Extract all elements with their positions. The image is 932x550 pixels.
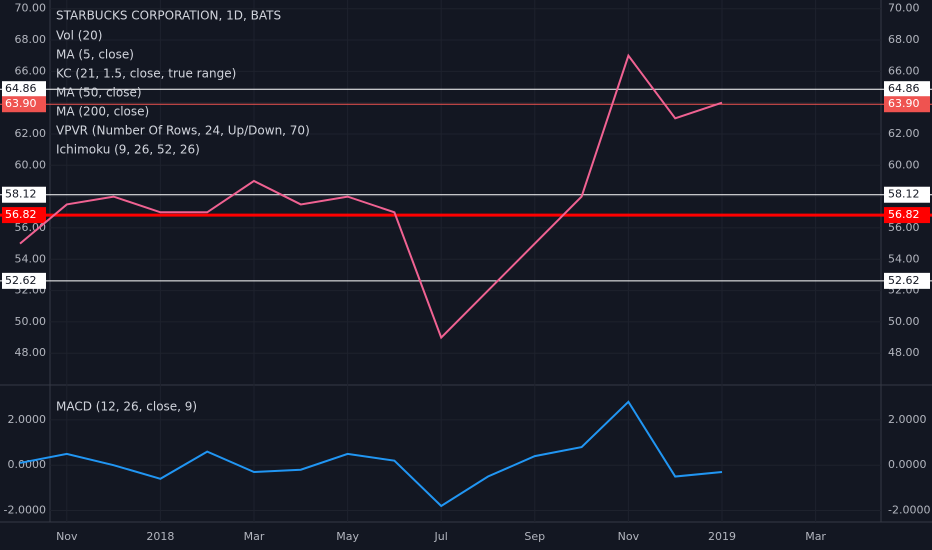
left-tick-label: 48.00 bbox=[15, 346, 47, 359]
left-tick-label: 68.00 bbox=[15, 33, 47, 46]
left-tick-label: 66.00 bbox=[15, 64, 47, 77]
price-label: 52.62 bbox=[888, 274, 920, 287]
x-tick-label: Nov bbox=[618, 530, 640, 543]
legend-entry: MA (200, close) bbox=[56, 105, 149, 119]
y-tick-label: 50.00 bbox=[888, 315, 920, 328]
left-price-label: 63.90 bbox=[5, 97, 37, 110]
left-price-label: 52.62 bbox=[5, 274, 37, 287]
x-tick-label: May bbox=[336, 530, 359, 543]
x-tick-label: Sep bbox=[524, 530, 545, 543]
left-tick-label: 60.00 bbox=[15, 158, 47, 171]
price-label-box bbox=[884, 81, 930, 98]
pane-title: STARBUCKS CORPORATION, 1D, BATS bbox=[56, 9, 281, 23]
series-line bbox=[19, 400, 723, 508]
legend-entry: Ichimoku (9, 26, 52, 26) bbox=[56, 143, 200, 157]
legend-entry: KC (21, 1.5, close, true range) bbox=[56, 67, 236, 81]
x-tick-label: Jul bbox=[434, 530, 448, 543]
y-tick-label: 48.00 bbox=[888, 346, 920, 359]
y-tick-label: 54.00 bbox=[888, 252, 920, 265]
left-tick-label: 50.00 bbox=[15, 315, 47, 328]
y-tick-label: 66.00 bbox=[888, 64, 920, 77]
x-tick-label: Nov bbox=[56, 530, 78, 543]
left-tick-label: 70.00 bbox=[15, 2, 47, 15]
price-label: 64.86 bbox=[888, 82, 920, 95]
left-tick-label: 0.0000 bbox=[8, 458, 47, 471]
y-tick-label: 56.00 bbox=[888, 221, 920, 234]
left-tick-label: 2.0000 bbox=[8, 413, 47, 426]
left-price-box bbox=[2, 96, 46, 113]
price-label-box bbox=[884, 272, 930, 289]
y-tick-label: 68.00 bbox=[888, 33, 920, 46]
left-tick-label: 62.00 bbox=[15, 127, 47, 140]
left-price-box bbox=[2, 81, 46, 98]
series-line bbox=[19, 53, 723, 340]
left-price-box bbox=[2, 207, 46, 224]
left-price-label: 56.82 bbox=[5, 208, 37, 221]
legend-entry: VPVR (Number Of Rows, 24, Up/Down, 70) bbox=[56, 124, 310, 138]
left-tick-label: 54.00 bbox=[15, 252, 47, 265]
price-label: 63.90 bbox=[888, 97, 920, 110]
legend-entry: MA (50, close) bbox=[56, 86, 142, 100]
pane-title: MACD (12, 26, close, 9) bbox=[56, 400, 197, 414]
price-label-box bbox=[884, 96, 930, 113]
x-tick-label: 2018 bbox=[146, 530, 174, 543]
legend-entry: Vol (20) bbox=[56, 29, 102, 43]
price-label: 56.82 bbox=[888, 208, 920, 221]
left-price-box bbox=[2, 186, 46, 203]
legend-entry: MA (5, close) bbox=[56, 48, 134, 62]
y-tick-label: -2.0000 bbox=[888, 503, 930, 516]
y-tick-label: 70.00 bbox=[888, 2, 920, 15]
y-tick-label: 60.00 bbox=[888, 158, 920, 171]
price-label: 58.12 bbox=[888, 188, 920, 201]
x-tick-label: Mar bbox=[805, 530, 826, 543]
y-tick-label: 2.0000 bbox=[888, 413, 927, 426]
price-label-box bbox=[884, 186, 930, 203]
y-tick-label: 62.00 bbox=[888, 127, 920, 140]
left-tick-label: 56.00 bbox=[15, 221, 47, 234]
x-tick-label: Mar bbox=[244, 530, 265, 543]
left-price-box bbox=[2, 272, 46, 289]
left-price-label: 58.12 bbox=[5, 188, 37, 201]
left-tick-label: -2.0000 bbox=[4, 503, 46, 516]
price-label-box bbox=[884, 207, 930, 224]
left-price-label: 64.86 bbox=[5, 82, 37, 95]
y-tick-label: 0.0000 bbox=[888, 458, 927, 471]
x-tick-label: 2019 bbox=[708, 530, 736, 543]
